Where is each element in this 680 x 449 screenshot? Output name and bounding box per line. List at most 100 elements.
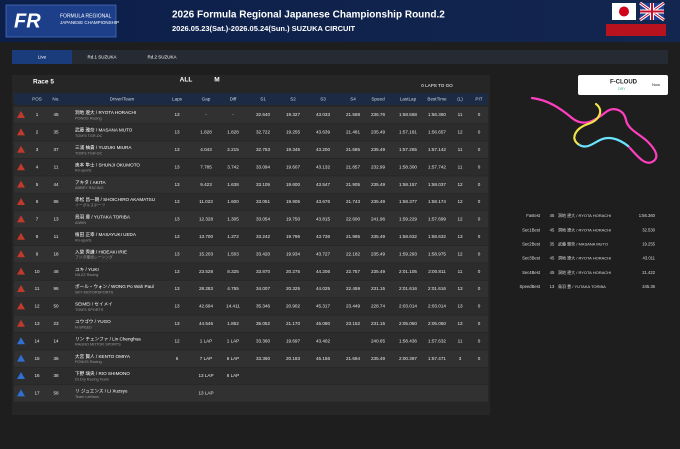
table-row[interactable]	[14, 158, 488, 176]
cell: 35.052	[256, 321, 270, 326]
cell: 1.305	[227, 217, 239, 222]
cell: 13	[174, 234, 180, 239]
cell: 22.182	[346, 251, 360, 256]
cell: 33.242	[256, 234, 270, 239]
column-header: S2	[290, 97, 296, 102]
team-name: AIWIN	[75, 221, 86, 225]
cell: 21.481	[346, 130, 360, 135]
cell: 96	[53, 286, 59, 291]
cell: 13	[174, 112, 180, 117]
tab-bar	[12, 50, 668, 64]
cell: 12	[457, 130, 463, 135]
best-driver: 洞地 遼大 / RYOTA HORACHI	[558, 226, 611, 232]
cell: 45.317	[316, 304, 330, 309]
cell: 241.96	[371, 217, 385, 222]
tab-label[interactable]: Live	[38, 55, 47, 60]
status-badge	[17, 215, 25, 223]
table-row[interactable]	[14, 106, 488, 124]
cell: 12	[457, 217, 463, 222]
table-row[interactable]	[14, 228, 488, 246]
table-row[interactable]	[14, 367, 488, 385]
table-row[interactable]	[14, 211, 488, 228]
cell: 17	[34, 391, 40, 396]
cell: 13	[174, 304, 180, 309]
team-name: Team LeMans	[75, 395, 99, 399]
cell: 1:57.181	[399, 130, 417, 135]
column-header: Laps	[172, 97, 183, 102]
cell: 0	[478, 251, 481, 256]
cell: 4	[36, 164, 39, 169]
cell: 86	[53, 199, 59, 204]
cell: 32.640	[256, 112, 270, 117]
cell: 1:58.157	[399, 182, 417, 187]
cell: 6	[176, 356, 179, 361]
cell: 13 LAP	[198, 391, 213, 396]
driver-name: 赤松 昌一朗 / SHOICHIRO AKAMATSU	[75, 196, 155, 203]
filter[interactable]: ALL	[180, 77, 193, 84]
cell: 20.275	[286, 269, 300, 274]
cell: 19.255	[286, 130, 300, 135]
best-label: Sec3Best	[522, 256, 541, 261]
cell: 13	[53, 217, 59, 222]
table-row[interactable]	[14, 315, 488, 333]
page-dates: 2026.05.23(Sat.)-2026.05.24(Sun.) SUZUKA…	[172, 24, 356, 33]
best-no: 45	[550, 227, 555, 232]
cell: 44	[53, 182, 59, 187]
table-row[interactable]	[14, 350, 488, 367]
cell: 3	[36, 147, 39, 152]
cell: 11	[54, 234, 59, 239]
cell: 33.870	[256, 269, 270, 274]
cell: 1.503	[227, 251, 239, 256]
cell: 44.025	[316, 286, 330, 291]
column-header: Driver/Team	[110, 97, 135, 102]
status-badge	[17, 267, 25, 275]
best-no: 45	[550, 213, 555, 218]
status-badge	[17, 285, 25, 292]
tab-active[interactable]	[12, 50, 72, 64]
table-row[interactable]	[14, 263, 488, 280]
cell: 7.785	[200, 164, 212, 169]
live-badge[interactable]	[606, 24, 666, 36]
table-row[interactable]	[14, 385, 488, 402]
table-row[interactable]	[14, 298, 488, 315]
table-row[interactable]	[14, 193, 488, 211]
tab-label[interactable]: Rd.1 SUZUKA	[87, 55, 116, 60]
team-name: SKY MOTORSPORTS	[75, 291, 114, 295]
cell: 1:58.632	[428, 234, 446, 239]
table-row[interactable]	[14, 176, 488, 193]
driver-name: リ ジュエンス / LI Xuzsyu	[75, 389, 128, 394]
cell: 19.750	[286, 217, 300, 222]
cell: 2:00.811	[428, 269, 446, 274]
cell: 6	[36, 199, 39, 204]
cell: 1:56.360	[428, 112, 446, 117]
cell: 22.757	[346, 269, 360, 274]
cell: 1.852	[227, 321, 239, 326]
table-row[interactable]	[14, 280, 488, 298]
cell: 235.49	[371, 269, 385, 274]
driver-name: 入榮 秀謙 / HIDEAKI IRIE	[75, 248, 127, 255]
column-header: S4	[350, 97, 356, 102]
cell: 0	[478, 234, 481, 239]
cell: 0	[478, 304, 481, 309]
driver-name: 下野 璃央 / RIO SHIMONO	[75, 370, 130, 377]
cell: 235.49	[371, 199, 385, 204]
cell: 43.727	[316, 251, 330, 256]
table-row[interactable]	[14, 124, 488, 141]
cell: 11	[458, 112, 463, 117]
cell: 11.023	[199, 199, 213, 204]
flag-uk[interactable]	[639, 1, 665, 22]
cell: 1.638	[227, 182, 239, 187]
table-row[interactable]	[14, 141, 488, 159]
filter[interactable]: M	[214, 77, 219, 84]
cell: 43.815	[316, 217, 330, 222]
best-label: SpeedBest	[520, 284, 541, 289]
table-row[interactable]	[14, 245, 488, 263]
cell: 21.568	[346, 112, 360, 117]
tab-label[interactable]: Rd.2 SUZUKA	[147, 55, 176, 60]
cell: 33.360	[256, 356, 270, 361]
cell: 2:01.105	[399, 269, 417, 274]
cell: 44.546	[199, 321, 213, 326]
cell: 0	[478, 356, 481, 361]
table-row[interactable]	[14, 332, 488, 350]
status-badge	[17, 232, 25, 240]
